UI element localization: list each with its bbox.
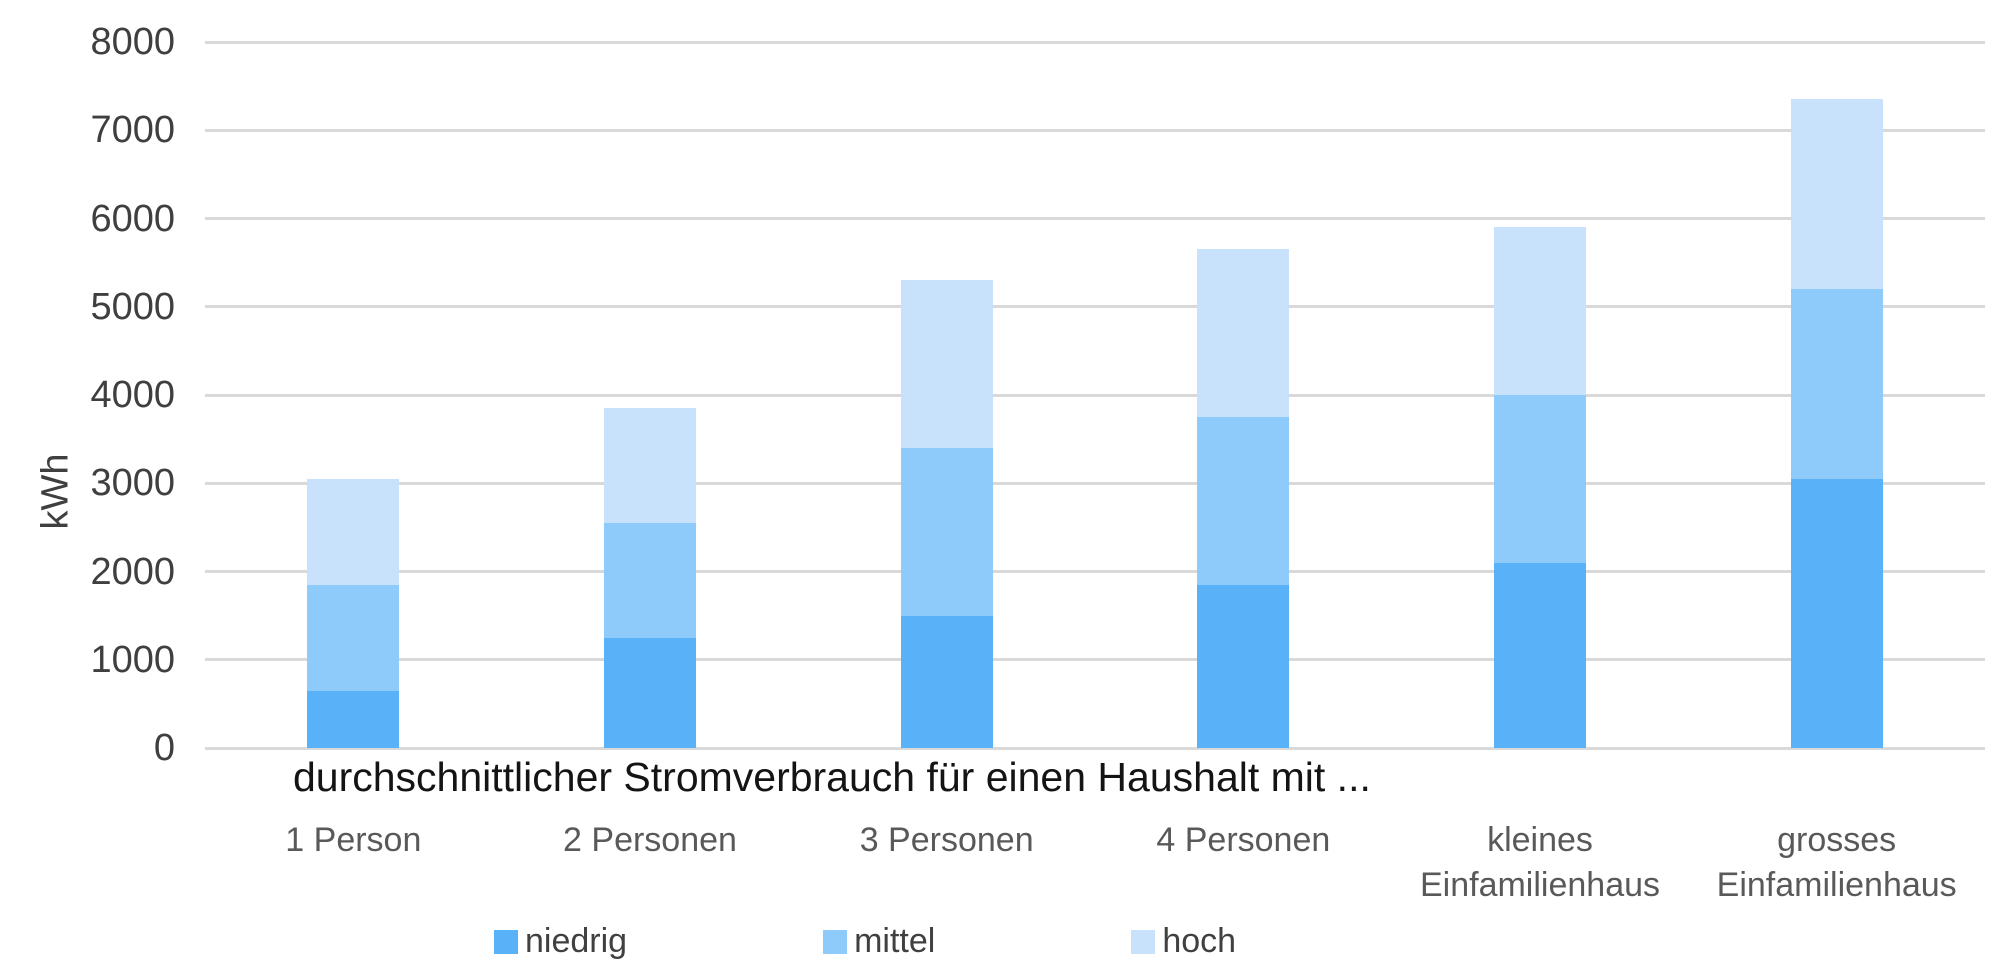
bar-segment-niedrig-4 (1197, 584, 1290, 748)
bar-segment-niedrig-3 (900, 615, 993, 748)
bar-segment-mittel-5 (1494, 395, 1586, 563)
bar-segment-hoch-3 (900, 280, 993, 448)
legend: niedrig mittel hoch (494, 922, 1236, 961)
y-tick-label-5000: 5000 (90, 285, 175, 328)
bar-segment-mittel-1 (307, 584, 400, 691)
bar-5 (1494, 42, 1586, 748)
bar-4 (1197, 42, 1290, 748)
legend-label-hoch: hoch (1162, 922, 1237, 960)
y-tick-label-6000: 6000 (90, 197, 175, 240)
bar-segment-niedrig-2 (604, 637, 696, 748)
bar-6 (1790, 42, 1883, 748)
bar-segment-niedrig-5 (1494, 562, 1586, 748)
category-label-6: grosses Einfamilienhaus (1716, 821, 1957, 904)
bar-segment-mittel-2 (604, 522, 696, 638)
bar-3 (900, 42, 993, 748)
x-axis-title: durchschnittlicher Stromverbrauch für ei… (293, 754, 1371, 800)
bar-segment-niedrig-1 (307, 690, 400, 748)
gridline-7000 (205, 128, 1985, 132)
category-label-4: 4 Personen (1156, 821, 1331, 859)
gridline-6000 (205, 217, 1985, 220)
y-tick-label-8000: 8000 (90, 21, 175, 63)
legend-item-niedrig: niedrig (494, 922, 627, 961)
legend-swatch-mittel (823, 929, 848, 954)
legend-item-mittel: mittel (823, 922, 935, 961)
gridline-4000 (205, 393, 1985, 397)
y-tick-label-4000: 4000 (90, 374, 175, 416)
legend-item-hoch: hoch (1131, 922, 1236, 961)
bar-segment-hoch-1 (307, 478, 400, 585)
category-label-3: 3 Personen (859, 821, 1034, 859)
gridline-0 (205, 746, 1985, 750)
legend-label-mittel: mittel (854, 922, 936, 960)
plot-area (205, 40, 1985, 750)
y-tick-label-3000: 3000 (90, 462, 175, 505)
legend-swatch-niedrig (494, 929, 518, 954)
category-label-5: kleines Einfamilienhaus (1419, 821, 1661, 904)
legend-label-niedrig: niedrig (525, 922, 628, 960)
bar-segment-mittel-3 (900, 447, 993, 616)
bar-1 (307, 42, 400, 748)
y-tick-label-2000: 2000 (90, 550, 175, 593)
gridline-5000 (205, 305, 1985, 309)
bar-segment-mittel-4 (1197, 417, 1290, 585)
bar-segment-mittel-6 (1790, 289, 1883, 479)
y-tick-label-1000: 1000 (90, 638, 175, 681)
bar-segment-niedrig-6 (1790, 478, 1883, 748)
category-label-2: 2 Personen (563, 821, 737, 859)
bar-2 (604, 42, 696, 748)
legend-swatch-hoch (1131, 929, 1156, 954)
bar-segment-hoch-5 (1494, 227, 1586, 395)
bar-segment-hoch-2 (604, 408, 696, 523)
bar-segment-hoch-4 (1197, 249, 1290, 418)
y-tick-label-7000: 7000 (90, 109, 175, 152)
gridline-1000 (205, 658, 1985, 662)
gridline-8000 (205, 40, 1985, 44)
gridline-2000 (205, 570, 1985, 573)
bar-segment-hoch-6 (1790, 99, 1883, 290)
category-label-1: 1 Person (285, 821, 422, 859)
y-tick-label-0: 0 (153, 727, 175, 769)
gridline-3000 (205, 481, 1985, 485)
